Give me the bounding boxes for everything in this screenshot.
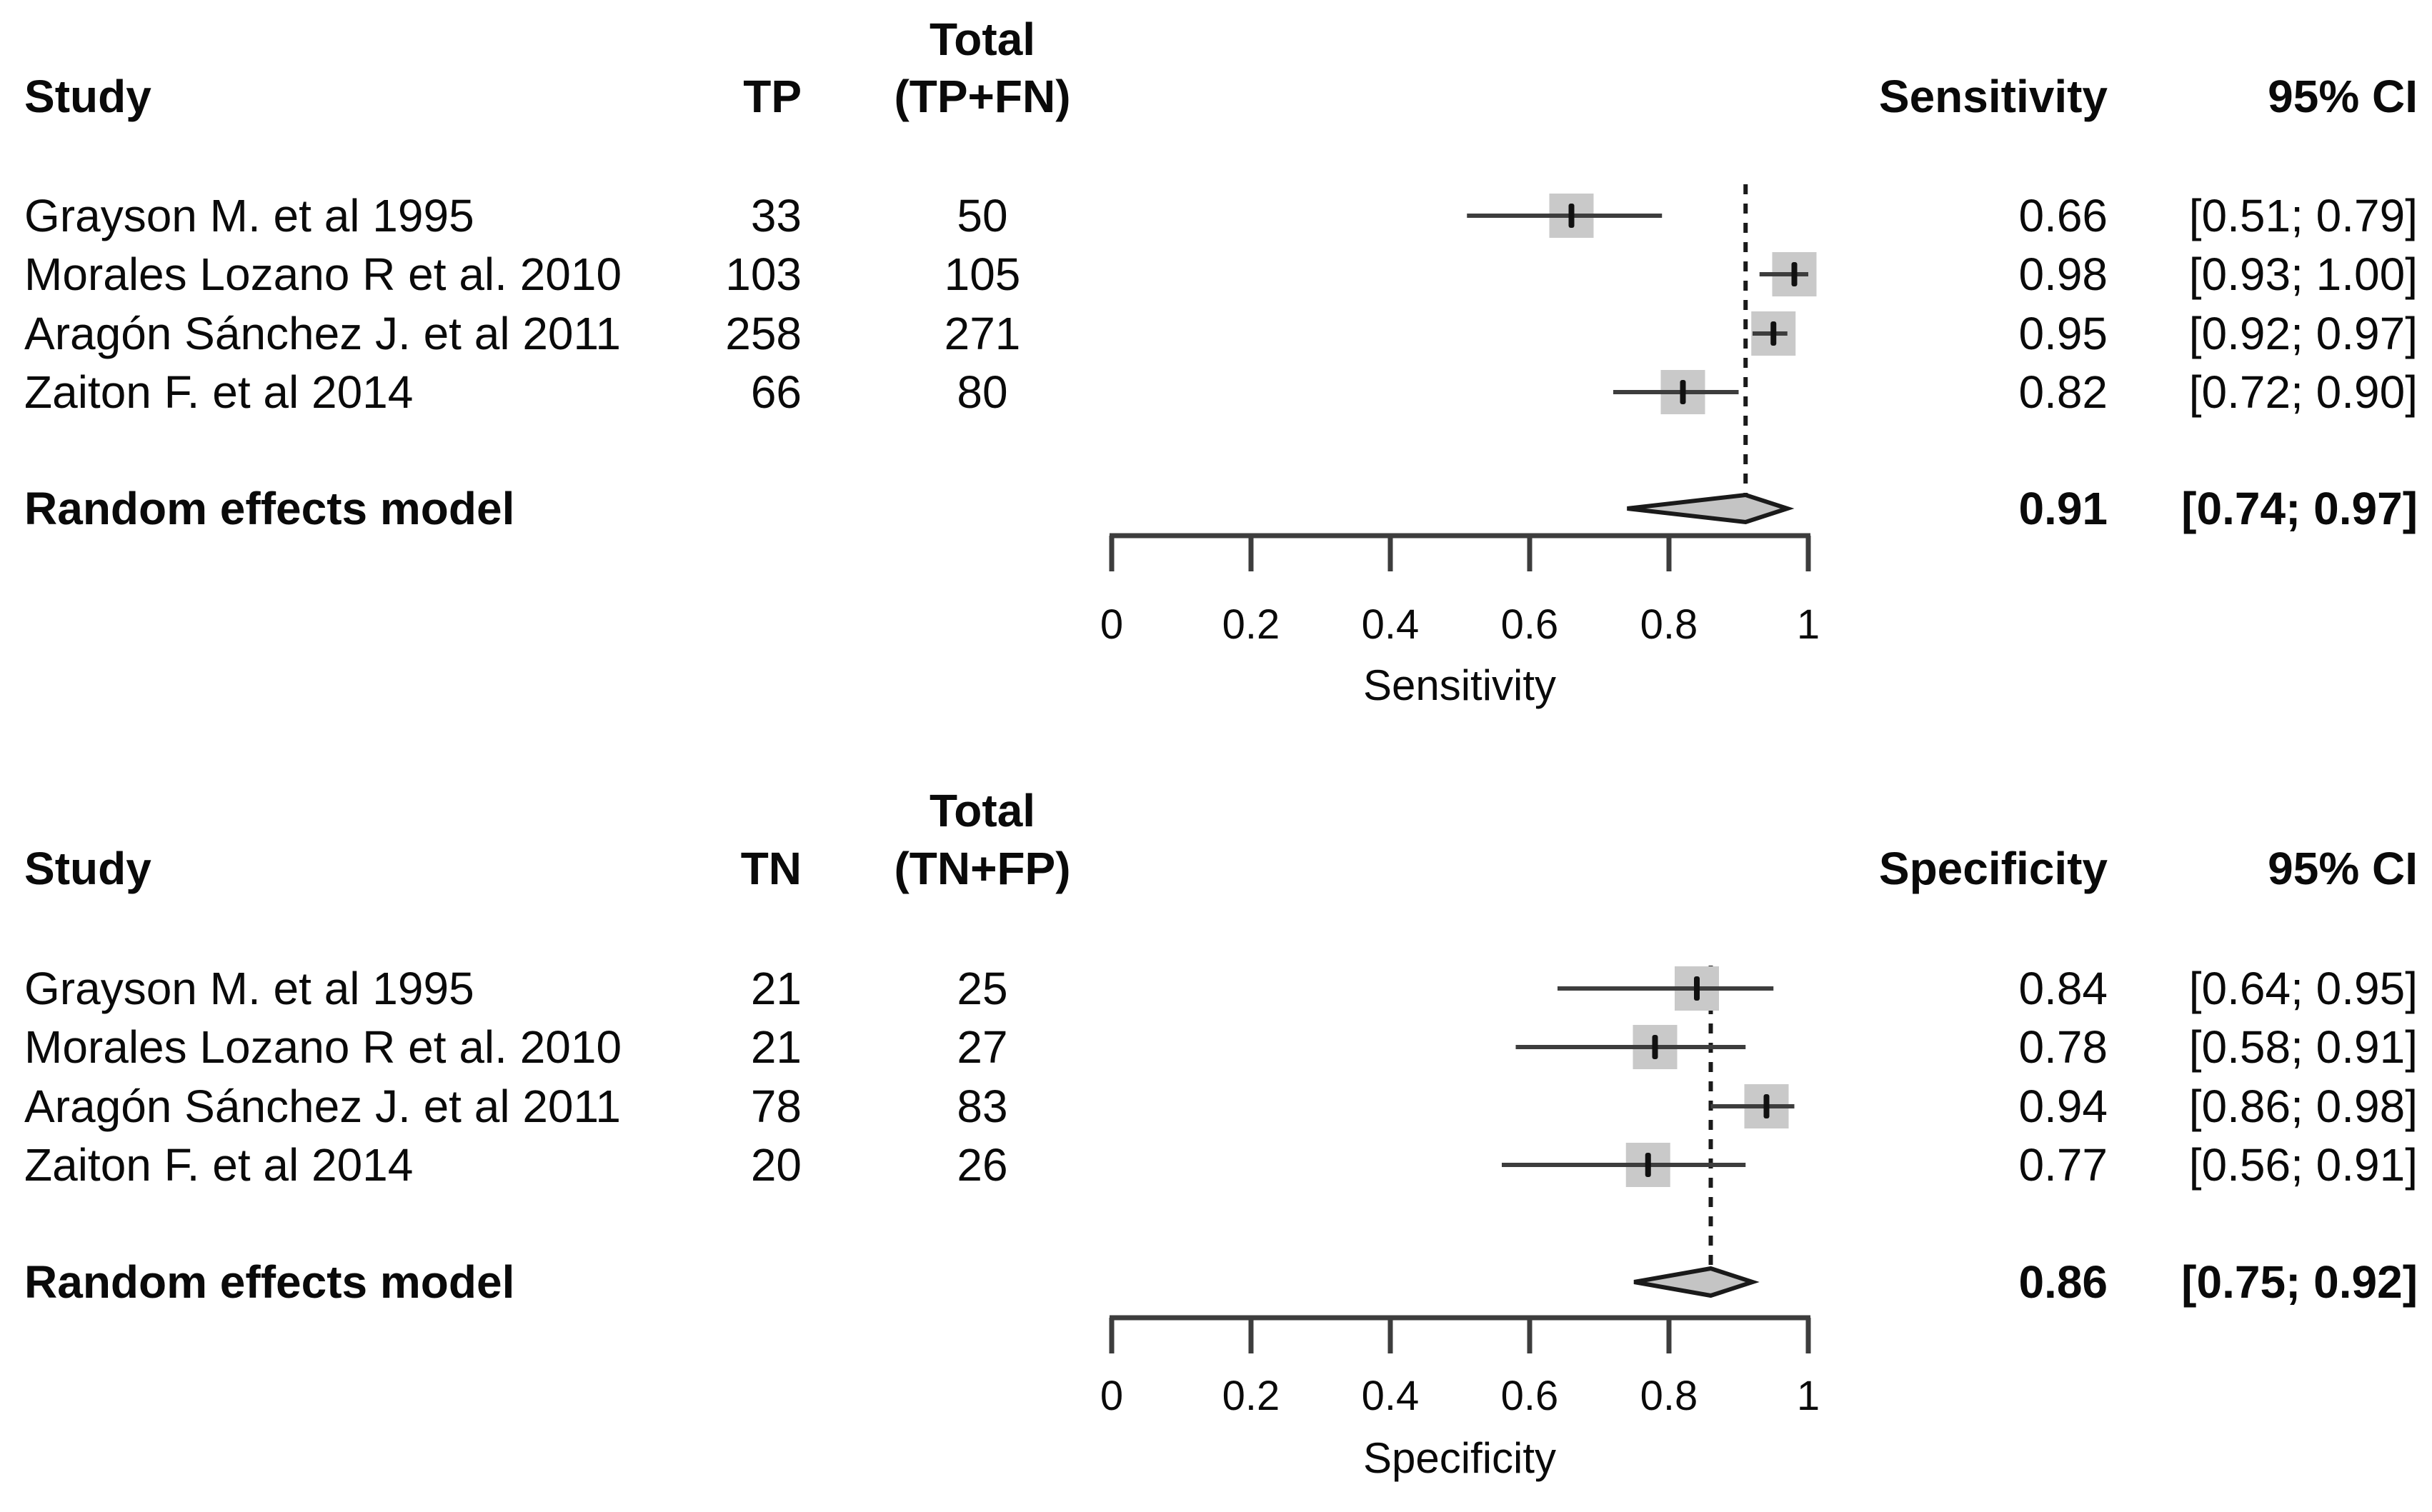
total-value: 25 bbox=[957, 963, 1008, 1014]
estimate-value: 0.95 bbox=[2018, 308, 2108, 359]
study-name: Aragón Sánchez J. et al 2011 bbox=[24, 308, 621, 359]
total-value: 50 bbox=[957, 190, 1008, 241]
study-name: Morales Lozano R et al. 2010 bbox=[24, 249, 622, 300]
x-axis-tick-label: 0.2 bbox=[1222, 1373, 1280, 1419]
ci-value: [0.58; 0.91] bbox=[2188, 1021, 2418, 1073]
study-name: Zaiton F. et al 2014 bbox=[24, 1139, 414, 1191]
column-header-specificity: Specificity bbox=[1878, 843, 2108, 894]
point-estimate-tick bbox=[1680, 380, 1686, 404]
estimate-value: 0.77 bbox=[2018, 1139, 2108, 1191]
total-value: 271 bbox=[944, 308, 1021, 359]
tn-value: 78 bbox=[750, 1081, 802, 1132]
ci-value: [0.56; 0.91] bbox=[2188, 1139, 2418, 1191]
tp-value: 103 bbox=[725, 249, 802, 300]
study-name: Grayson M. et al 1995 bbox=[24, 190, 474, 241]
study-name: Zaiton F. et al 2014 bbox=[24, 366, 414, 418]
total-value: 27 bbox=[957, 1021, 1008, 1073]
tn-value: 21 bbox=[750, 1021, 802, 1073]
study-name: Aragón Sánchez J. et al 2011 bbox=[24, 1081, 621, 1132]
x-axis-tick-label: 0 bbox=[1100, 1373, 1124, 1419]
tn-value: 20 bbox=[750, 1139, 802, 1191]
study-name: Grayson M. et al 1995 bbox=[24, 963, 474, 1014]
column-header-total-line1: Total bbox=[929, 785, 1036, 836]
column-header-total-line2: (TN+FP) bbox=[894, 843, 1071, 894]
summary-label: Random effects model bbox=[24, 483, 515, 534]
x-axis-tick-label: 0.8 bbox=[1640, 601, 1698, 648]
summary-estimate: 0.91 bbox=[2018, 483, 2108, 534]
point-estimate-tick bbox=[1645, 1153, 1651, 1177]
tn-value: 21 bbox=[750, 963, 802, 1014]
ci-value: [0.92; 0.97] bbox=[2188, 308, 2418, 359]
tp-value: 258 bbox=[725, 308, 802, 359]
point-estimate-tick bbox=[1791, 262, 1798, 286]
column-header-study: Study bbox=[24, 71, 151, 122]
column-header-ci: 95% CI bbox=[2268, 843, 2418, 894]
column-header-total-line1: Total bbox=[929, 14, 1036, 65]
summary-estimate: 0.86 bbox=[2018, 1256, 2108, 1308]
x-axis-tick-label: 0.4 bbox=[1361, 601, 1420, 648]
estimate-value: 0.82 bbox=[2018, 366, 2108, 418]
point-estimate-tick bbox=[1763, 1094, 1770, 1118]
tp-value: 66 bbox=[750, 366, 802, 418]
estimate-value: 0.94 bbox=[2018, 1081, 2108, 1132]
estimate-value: 0.84 bbox=[2018, 963, 2108, 1014]
column-header-tn: TN bbox=[740, 843, 802, 894]
point-estimate-tick bbox=[1770, 321, 1777, 346]
estimate-value: 0.98 bbox=[2018, 249, 2108, 300]
summary-diamond bbox=[1633, 1266, 1760, 1298]
column-header-tp: TP bbox=[743, 71, 802, 122]
x-axis-tick-label: 0.4 bbox=[1361, 1373, 1420, 1419]
x-axis-tick-label: 0.6 bbox=[1500, 601, 1559, 648]
column-header-sensitivity: Sensitivity bbox=[1878, 71, 2108, 122]
x-axis-tick-label: 0.8 bbox=[1640, 1373, 1698, 1419]
ci-value: [0.93; 1.00] bbox=[2188, 249, 2418, 300]
point-estimate-tick bbox=[1568, 204, 1575, 228]
point-estimate-tick bbox=[1652, 1035, 1658, 1059]
total-value: 105 bbox=[944, 249, 1021, 300]
ci-value: [0.86; 0.98] bbox=[2188, 1081, 2418, 1132]
ci-value: [0.72; 0.90] bbox=[2188, 366, 2418, 418]
total-value: 80 bbox=[957, 366, 1008, 418]
x-axis-tick-label: 0 bbox=[1100, 601, 1124, 648]
x-axis-tick-label: 0.6 bbox=[1500, 1373, 1559, 1419]
x-axis-tick-label: 0.2 bbox=[1222, 601, 1280, 648]
tp-value: 33 bbox=[750, 190, 802, 241]
column-header-total-line2: (TP+FN) bbox=[894, 71, 1071, 122]
ci-value: [0.51; 0.79] bbox=[2188, 190, 2418, 241]
summary-diamond bbox=[1627, 492, 1795, 525]
study-name: Morales Lozano R et al. 2010 bbox=[24, 1021, 622, 1073]
x-axis-tick-label: 1 bbox=[1796, 1373, 1820, 1419]
total-value: 83 bbox=[957, 1081, 1008, 1132]
summary-ci: [0.74; 0.97] bbox=[2181, 483, 2418, 534]
summary-ci: [0.75; 0.92] bbox=[2181, 1256, 2418, 1308]
column-header-study: Study bbox=[24, 843, 151, 894]
point-estimate-tick bbox=[1694, 976, 1700, 1001]
total-value: 26 bbox=[957, 1139, 1008, 1191]
x-axis-tick-label: 1 bbox=[1796, 601, 1820, 648]
x-axis-title: Specificity bbox=[1362, 1434, 1557, 1482]
estimate-value: 0.78 bbox=[2018, 1021, 2108, 1073]
estimate-value: 0.66 bbox=[2018, 190, 2108, 241]
summary-label: Random effects model bbox=[24, 1256, 515, 1308]
column-header-ci: 95% CI bbox=[2268, 71, 2418, 122]
ci-value: [0.64; 0.95] bbox=[2188, 963, 2418, 1014]
x-axis-title: Sensitivity bbox=[1362, 661, 1557, 709]
